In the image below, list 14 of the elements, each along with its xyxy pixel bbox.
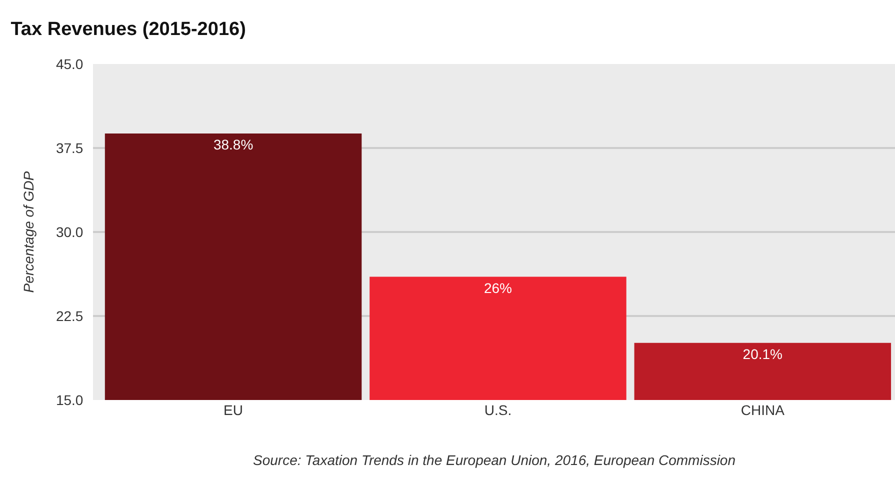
x-tick-label: U.S. [484,402,512,418]
data-label: 20.1% [742,346,783,362]
source-note: Source: Taxation Trends in the European Union, 2016, European Commission [253,452,736,468]
x-tick-label: CHINA [740,402,786,418]
data-label: 26% [484,280,512,296]
y-tick-label: 45.0 [56,56,84,72]
y-tick-label: 15.0 [56,392,84,408]
y-tick-label: 22.5 [56,308,84,324]
y-axis-title: Percentage of GDP [20,170,37,293]
chart-title: Tax Revenues (2015-2016) [10,18,246,40]
y-tick-label: 37.5 [56,140,84,156]
data-label: 38.8% [213,136,254,152]
y-tick-label: 30.0 [56,224,84,240]
x-tick-label: EU [224,402,244,418]
